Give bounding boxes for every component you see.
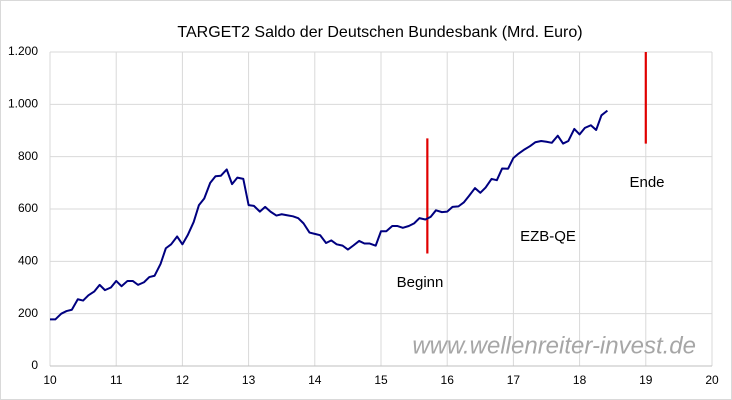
chart-title: TARGET2 Saldo der Deutschen Bundesbank (… xyxy=(177,24,582,41)
y-tick-label: 200 xyxy=(18,306,38,320)
x-tick-label: 17 xyxy=(507,373,521,387)
y-tick-label: 600 xyxy=(18,201,38,215)
x-tick-label: 19 xyxy=(639,373,653,387)
x-tick-label: 18 xyxy=(573,373,587,387)
x-tick-label: 16 xyxy=(441,373,455,387)
x-tick-label: 13 xyxy=(242,373,256,387)
y-tick-label: 1.200 xyxy=(8,44,38,58)
x-tick-label: 10 xyxy=(43,373,57,387)
annotation: Ende xyxy=(629,174,664,191)
x-tick-label: 11 xyxy=(110,373,123,387)
x-tick-label: 12 xyxy=(176,373,190,387)
annotation: EZB-QE xyxy=(520,228,576,245)
y-tick-label: 800 xyxy=(18,149,38,163)
x-tick-label: 15 xyxy=(374,373,388,387)
y-tick-label: 400 xyxy=(18,254,38,268)
y-tick-label: 0 xyxy=(31,358,38,372)
data-line xyxy=(50,109,609,321)
annotation: Beginn xyxy=(397,274,444,291)
y-tick-label: 1.000 xyxy=(8,97,38,111)
x-tick-label: 14 xyxy=(308,373,322,387)
x-tick-label: 20 xyxy=(705,373,719,387)
watermark: www.wellenreiter-invest.de xyxy=(412,332,696,359)
